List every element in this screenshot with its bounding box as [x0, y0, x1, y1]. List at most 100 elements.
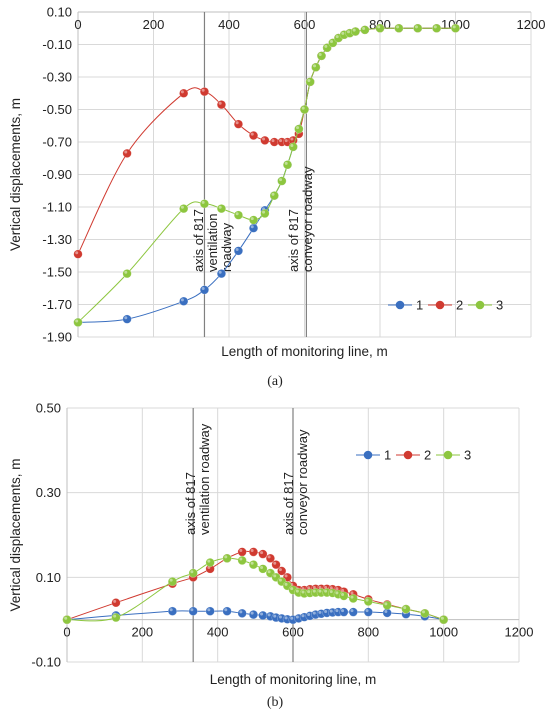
- series-3-point: [316, 51, 327, 61]
- series-2-point: [122, 148, 132, 158]
- series-1-point: [382, 608, 392, 618]
- point-highlight: [335, 587, 339, 591]
- point-highlight: [307, 586, 311, 590]
- point-highlight: [224, 555, 228, 559]
- point-highlight: [290, 143, 294, 147]
- point-highlight: [124, 316, 128, 320]
- x-tick-label: 600: [294, 17, 316, 32]
- y-tick-label: 0.30: [36, 485, 61, 500]
- roadway-axis-label: conveyor roadway: [295, 429, 310, 535]
- point-highlight: [260, 612, 264, 616]
- series-3-point: [205, 557, 215, 568]
- point-highlight: [313, 64, 317, 68]
- roadway-axis-label: conveyor roadway: [300, 166, 315, 272]
- point-highlight: [169, 608, 173, 612]
- point-highlight: [396, 25, 400, 29]
- point-highlight: [341, 31, 345, 35]
- legend-3-marker: [475, 300, 485, 310]
- y-axis-title: Vertical displacements, m: [8, 98, 23, 251]
- point-highlight: [271, 192, 275, 196]
- point-highlight: [190, 608, 194, 612]
- point-highlight: [284, 574, 288, 578]
- point-highlight: [284, 582, 288, 586]
- series-3-point: [339, 591, 349, 601]
- point-highlight: [414, 25, 418, 29]
- y-tick-label: -1.90: [42, 330, 72, 345]
- roadway-axis-label: axis of 817: [286, 209, 301, 272]
- point-highlight: [271, 139, 275, 143]
- point-highlight: [318, 610, 322, 614]
- x-tick-label: 1200: [505, 625, 534, 640]
- point-highlight: [278, 568, 282, 572]
- series-3-point: [432, 23, 442, 33]
- series-2-point: [258, 549, 268, 559]
- series-3-point: [450, 23, 461, 33]
- series-3-point: [420, 608, 430, 618]
- series-3-point: [269, 191, 279, 201]
- point-highlight: [267, 570, 271, 574]
- point-highlight: [341, 593, 345, 597]
- series-3-point: [311, 62, 321, 72]
- legend-2-marker: [403, 450, 413, 460]
- point-highlight: [250, 217, 254, 221]
- roadway-axis-label: ventilation roadway: [197, 423, 212, 535]
- series-1-point: [188, 606, 198, 616]
- point-highlight: [64, 616, 68, 620]
- x-tick-label: 200: [131, 625, 153, 640]
- series-3-point: [248, 215, 259, 225]
- point-highlight: [329, 586, 333, 590]
- series-3-point: [439, 615, 449, 625]
- point-highlight: [279, 178, 283, 182]
- point-highlight: [347, 30, 350, 34]
- legend-1-label: 1: [416, 298, 423, 313]
- series-3-point: [401, 604, 411, 614]
- chart-panel-b: 0.500.300.10-0.100 200 400 600 800 1000 1200ax…: [8, 401, 533, 711]
- point-highlight: [318, 52, 322, 56]
- panel-label: (a): [267, 374, 283, 389]
- series-2-point: [179, 88, 189, 98]
- series-2-point: [237, 547, 247, 557]
- point-highlight: [273, 574, 277, 578]
- series-3-point: [179, 204, 189, 214]
- series-3-point: [350, 26, 361, 37]
- y-tick-label: -0.50: [42, 102, 72, 117]
- point-highlight: [301, 614, 305, 618]
- x-tick-label: 1200: [517, 17, 546, 32]
- series-3-point: [375, 23, 385, 33]
- series-1-point: [348, 607, 358, 617]
- panel-label: (b): [267, 695, 284, 710]
- point-highlight: [335, 35, 339, 39]
- y-tick-label: -1.50: [42, 265, 72, 280]
- point-highlight: [284, 616, 288, 620]
- x-tick-label: 400: [207, 625, 229, 640]
- point-highlight: [260, 551, 264, 555]
- series-3-point: [199, 199, 210, 209]
- point-highlight: [335, 591, 339, 595]
- series-2-point: [271, 560, 281, 570]
- y-tick-label: -0.10: [42, 37, 72, 52]
- point-highlight: [239, 610, 243, 614]
- y-tick-label: -0.70: [42, 135, 72, 150]
- point-highlight: [403, 606, 407, 610]
- series-3-point: [73, 317, 83, 327]
- point-highlight: [273, 561, 277, 565]
- point-highlight: [250, 611, 254, 615]
- point-highlight: [377, 25, 381, 29]
- point-highlight: [301, 590, 305, 594]
- y-tick-label: -0.30: [42, 70, 72, 85]
- point-highlight: [169, 578, 173, 582]
- point-highlight: [113, 614, 117, 618]
- series-3-point: [394, 23, 404, 33]
- point-highlight: [273, 614, 277, 618]
- y-tick-label: -1.30: [42, 232, 72, 247]
- point-highlight: [335, 609, 339, 613]
- point-highlight: [218, 205, 222, 209]
- point-highlight: [278, 578, 282, 582]
- point-highlight: [433, 25, 437, 29]
- point-highlight: [341, 588, 345, 592]
- point-highlight: [224, 608, 228, 612]
- point-highlight: [440, 616, 444, 620]
- series-3-point: [382, 600, 392, 610]
- y-tick-label: 0.10: [47, 5, 72, 20]
- point-highlight: [307, 612, 311, 616]
